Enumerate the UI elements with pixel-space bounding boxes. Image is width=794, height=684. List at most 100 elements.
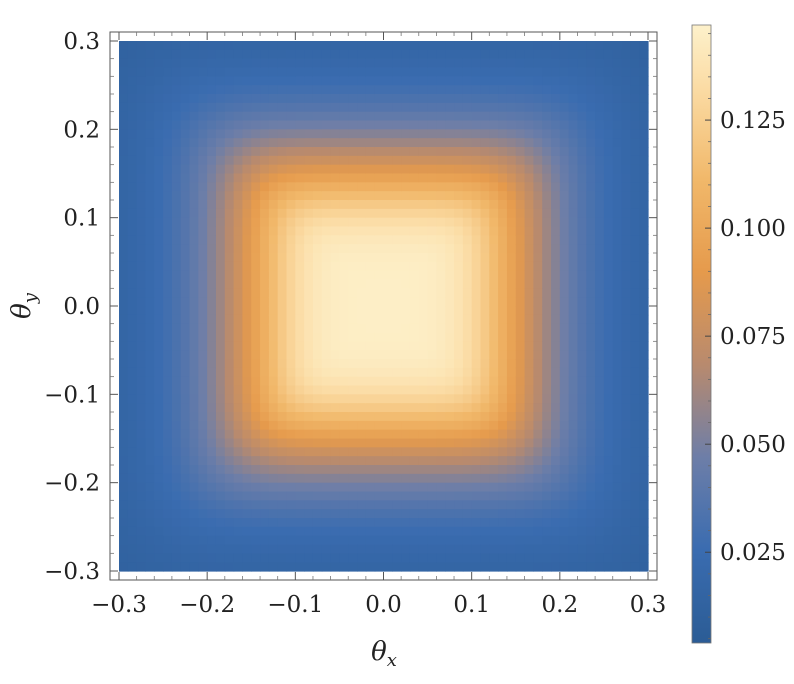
heatmap-cell — [595, 253, 605, 263]
heatmap-cell — [207, 367, 217, 378]
heatmap-cell — [189, 482, 199, 493]
heatmap-cell — [180, 412, 191, 422]
heatmap-cell — [586, 553, 596, 563]
heatmap-cell — [621, 41, 631, 51]
heatmap-cell — [559, 41, 570, 51]
heatmap-cell — [180, 270, 191, 281]
heatmap-cell — [154, 49, 164, 60]
heatmap-cell — [260, 138, 270, 148]
heatmap-cell — [374, 465, 385, 475]
heatmap-cell — [321, 226, 332, 236]
heatmap-cell — [180, 85, 191, 95]
heatmap-cell — [339, 500, 349, 510]
heatmap-cell — [304, 191, 314, 201]
heatmap-cell — [119, 67, 129, 77]
heatmap-cell — [427, 155, 437, 166]
heatmap-cell — [480, 394, 490, 404]
heatmap-cell — [357, 341, 367, 351]
heatmap-cell — [612, 482, 623, 493]
x-tick-label: 0.1 — [453, 592, 490, 618]
heatmap-cell — [612, 217, 623, 228]
heatmap-cell — [586, 306, 596, 316]
heatmap-cell — [639, 297, 649, 307]
heatmap-cell — [489, 350, 499, 360]
heatmap-cell — [542, 58, 552, 69]
heatmap-cell — [383, 456, 393, 466]
heatmap-cell — [312, 76, 323, 86]
heatmap-cell — [559, 438, 570, 448]
heatmap-cell — [524, 332, 534, 342]
heatmap-cell — [524, 76, 534, 86]
heatmap-cell — [374, 200, 385, 210]
heatmap-cell — [145, 438, 155, 448]
heatmap-cell — [348, 350, 358, 360]
heatmap-cell — [198, 164, 208, 175]
heatmap-cell — [559, 332, 570, 342]
heatmap-cell — [542, 341, 552, 351]
heatmap-cell — [251, 102, 261, 113]
heatmap-cell — [559, 191, 570, 201]
heatmap-cell — [392, 164, 402, 175]
heatmap-cell — [330, 253, 341, 263]
heatmap-cell — [286, 67, 296, 77]
heatmap-cell — [471, 562, 482, 572]
heatmap-cell — [251, 518, 261, 528]
heatmap-cell — [198, 76, 208, 86]
heatmap-cell — [242, 182, 252, 192]
heatmap-cell — [409, 447, 420, 457]
heatmap-cell — [612, 49, 623, 60]
heatmap-cell — [145, 182, 155, 192]
heatmap-cell — [145, 129, 155, 139]
heatmap-cell — [471, 526, 482, 537]
heatmap-cell — [163, 67, 173, 77]
heatmap-cell — [233, 76, 244, 86]
heatmap-cell — [242, 173, 252, 183]
heatmap-cell — [639, 120, 649, 130]
heatmap-cell — [251, 41, 261, 51]
heatmap-cell — [506, 164, 517, 175]
heatmap-cell — [242, 465, 252, 475]
heatmap-cell — [198, 473, 208, 484]
heatmap-cell — [498, 500, 508, 510]
heatmap-cell — [251, 429, 261, 440]
heatmap-cell — [568, 164, 579, 175]
heatmap-cell — [127, 359, 138, 369]
heatmap-cell — [180, 129, 191, 139]
heatmap-cell — [577, 111, 587, 122]
heatmap-cell — [154, 226, 164, 236]
heatmap-cell — [498, 482, 508, 493]
heatmap-cell — [489, 244, 499, 254]
heatmap-cell — [365, 138, 376, 148]
heatmap-cell — [586, 473, 596, 484]
heatmap-cell — [392, 226, 402, 236]
heatmap-cell — [224, 164, 235, 175]
heatmap-cell — [577, 473, 587, 484]
heatmap-cell — [251, 535, 261, 546]
heatmap-cell — [163, 518, 173, 528]
heatmap-cell — [215, 535, 226, 546]
heatmap-cell — [348, 155, 358, 166]
heatmap-cell — [454, 297, 464, 307]
heatmap-cell — [480, 447, 490, 457]
heatmap-cell — [374, 544, 385, 554]
heatmap-cell — [312, 217, 323, 228]
heatmap-cell — [480, 385, 490, 395]
heatmap-cell — [462, 518, 473, 528]
heatmap-cell — [321, 111, 332, 122]
heatmap-cell — [621, 473, 631, 484]
heatmap-cell — [233, 253, 244, 263]
heatmap-cell — [189, 509, 199, 519]
heatmap-cell — [586, 191, 596, 201]
heatmap-cell — [612, 147, 623, 157]
heatmap-cell — [163, 94, 173, 104]
heatmap-cell — [454, 49, 464, 60]
heatmap-cell — [215, 155, 226, 166]
heatmap-cell — [409, 438, 420, 448]
heatmap-cell — [533, 261, 543, 272]
heatmap-cell — [533, 429, 543, 440]
heatmap-cell — [471, 376, 482, 387]
heatmap-cell — [551, 553, 561, 563]
heatmap-cell — [180, 420, 191, 431]
heatmap-cell — [339, 376, 349, 387]
heatmap-cell — [568, 509, 579, 519]
